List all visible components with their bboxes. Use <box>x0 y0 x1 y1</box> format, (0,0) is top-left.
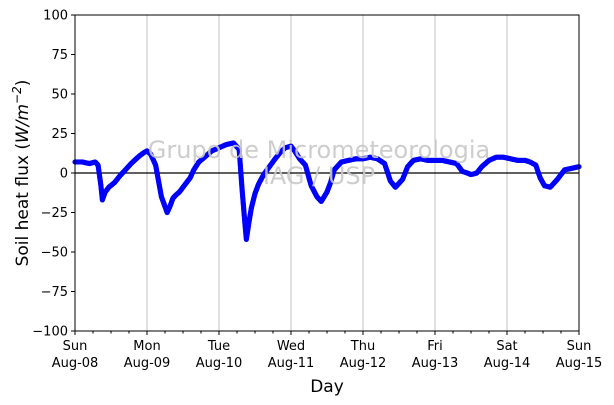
y-tick-label: 50 <box>51 88 68 103</box>
y-tick-label: 75 <box>51 48 68 63</box>
x-tick-label-date: Aug-15 <box>556 356 603 371</box>
x-tick-label-date: Aug-11 <box>268 356 315 371</box>
y-tick-label: −75 <box>41 285 68 300</box>
x-tick-label-date: Aug-13 <box>412 356 459 371</box>
x-tick-label-day: Mon <box>133 339 160 354</box>
y-tick-label: 0 <box>60 167 68 182</box>
x-tick-label-day: Tue <box>207 339 230 354</box>
x-tick-label-date: Aug-10 <box>196 356 243 371</box>
y-axis-title-unit: W/m <box>13 104 33 143</box>
data-series <box>72 140 582 242</box>
y-tick-label: 25 <box>51 127 68 142</box>
watermark-line-2: IAG / USP <box>263 162 375 190</box>
x-tick-label-date: Aug-12 <box>340 356 387 371</box>
y-axis-title-exponent: −2 <box>10 86 24 104</box>
x-tick-label-date: Aug-09 <box>124 356 171 371</box>
y-axis-title-close: ) <box>13 80 33 87</box>
x-tick-label-day: Sat <box>496 339 517 354</box>
x-axis-title: Day <box>310 377 344 397</box>
y-axis-title: Soil heat flux (W/m−2) <box>10 80 33 267</box>
x-tick-label-date: Aug-08 <box>52 356 99 371</box>
watermark-line-1: Grupo de Micrometeorologia <box>148 136 490 164</box>
y-tick-label: −50 <box>41 246 68 261</box>
y-tick-label: 100 <box>43 9 68 24</box>
x-tick-label-day: Sun <box>567 339 592 354</box>
y-axis: −100 −75 −50 −25 0 25 50 75 100 <box>32 9 75 340</box>
x-tick-label-day: Sun <box>63 339 88 354</box>
y-axis-title-main: Soil heat flux ( <box>13 143 33 266</box>
y-tick-label: −100 <box>32 325 68 340</box>
x-tick-label-date: Aug-14 <box>484 356 531 371</box>
x-tick-label-day: Thu <box>350 339 375 354</box>
x-tick-label-day: Fri <box>427 339 443 354</box>
y-tick-label: −25 <box>41 206 68 221</box>
x-axis: Sun Aug-08 Mon Aug-09 Tue Aug-10 Wed Aug-11 Thu A… <box>52 331 603 371</box>
x-tick-label-day: Wed <box>277 339 305 354</box>
